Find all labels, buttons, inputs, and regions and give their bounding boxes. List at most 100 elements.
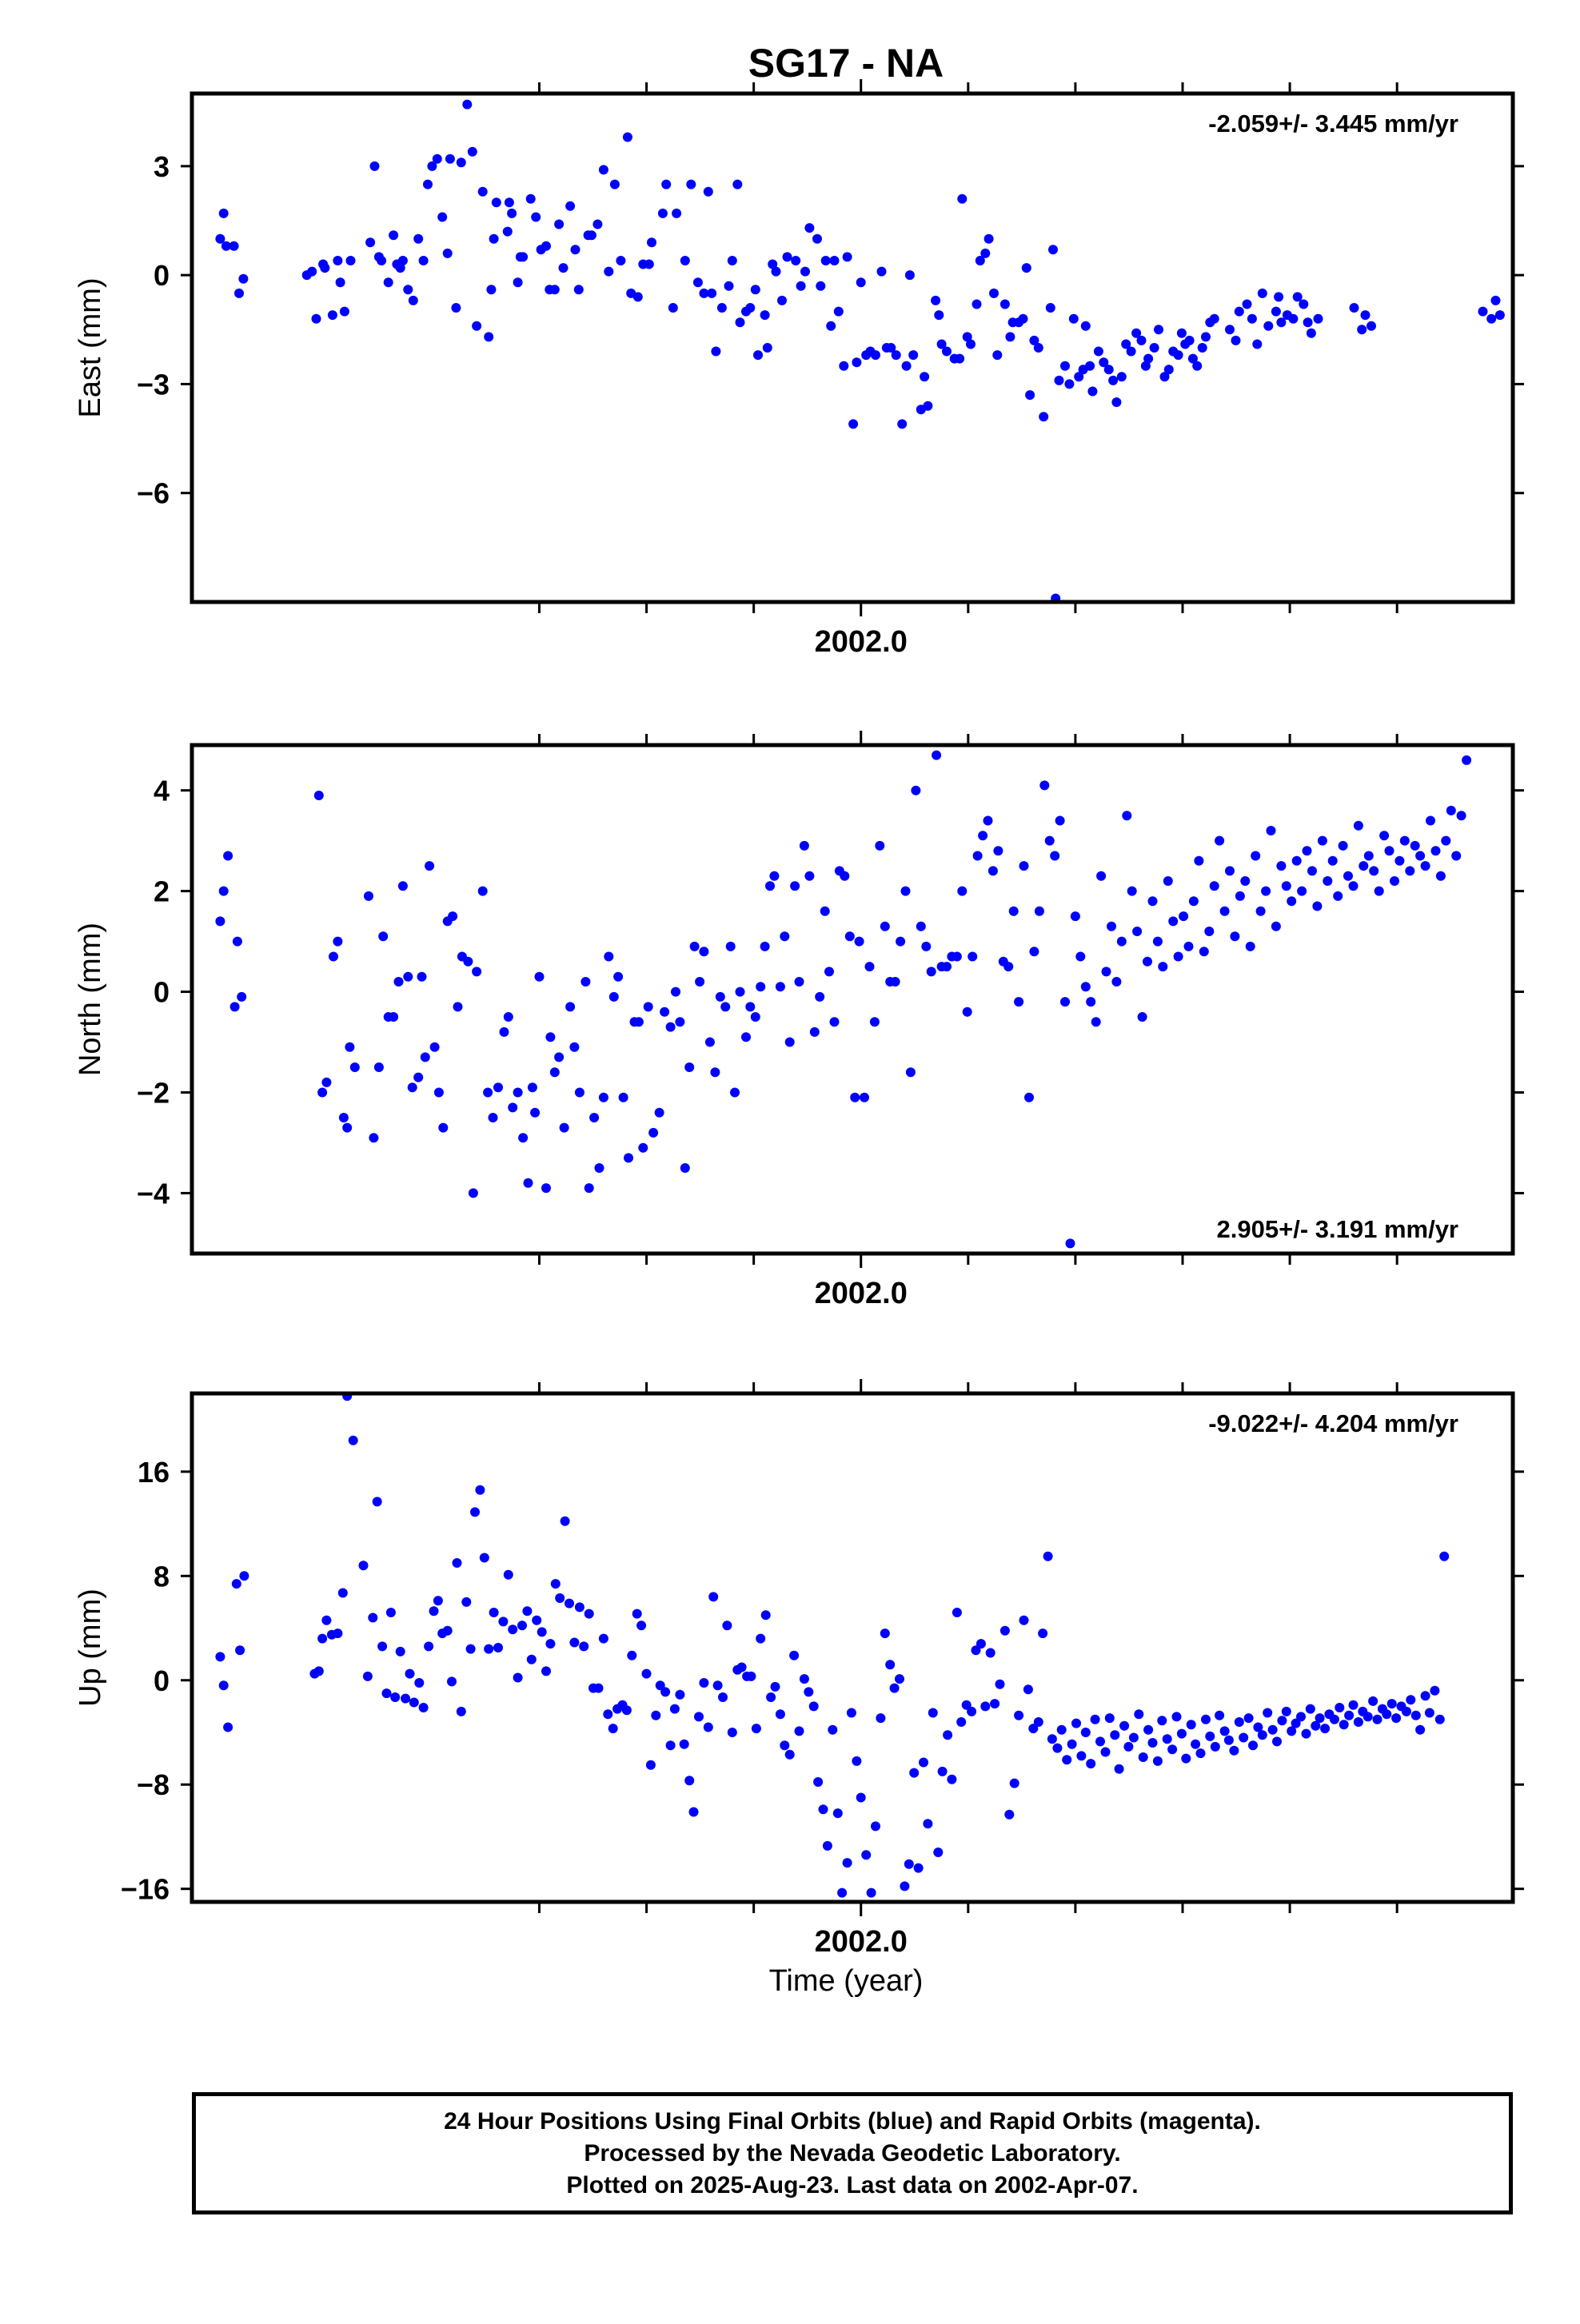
- east-data-point: [549, 285, 560, 295]
- north-data-point: [338, 1113, 349, 1122]
- east-data-point: [1033, 343, 1043, 353]
- north-data-point: [534, 971, 545, 982]
- north-data-point: [1029, 947, 1039, 957]
- up-data-point: [479, 1553, 489, 1563]
- up-data-point: [215, 1652, 225, 1662]
- east-data-point: [218, 208, 229, 218]
- east-data-point: [383, 277, 393, 288]
- up-data-point: [1267, 1724, 1278, 1735]
- north-data-point: [559, 1122, 569, 1133]
- east-data-point: [989, 288, 999, 298]
- up-data-point: [999, 1625, 1010, 1636]
- north-data-point: [1086, 997, 1096, 1007]
- up-data-point: [980, 1701, 991, 1712]
- east-data-point: [1271, 306, 1281, 317]
- north-data-point: [633, 1017, 644, 1027]
- north-ytick-label: 4: [154, 775, 170, 807]
- east-data-point: [1025, 390, 1035, 401]
- up-data-point: [218, 1680, 229, 1691]
- north-data-point: [448, 911, 458, 922]
- east-data-point: [661, 179, 672, 189]
- east-data-point: [1257, 288, 1267, 298]
- up-data-point: [632, 1608, 642, 1619]
- east-data-point: [999, 299, 1010, 309]
- up-data-point: [1205, 1731, 1215, 1741]
- up-data-point: [1296, 1712, 1306, 1722]
- footer-line-1: 24 Hour Positions Using Final Orbits (bl…: [444, 2107, 1261, 2135]
- north-data-point: [1266, 826, 1276, 835]
- up-data-point: [1090, 1714, 1100, 1724]
- up-data-point: [424, 1641, 434, 1652]
- up-points: [215, 1393, 1450, 1898]
- north-data-point: [389, 1012, 399, 1022]
- north-data-point: [932, 750, 942, 760]
- east-data-point: [904, 270, 915, 281]
- east-data-point: [800, 266, 810, 277]
- up-data-point: [405, 1668, 415, 1679]
- east-data-point: [427, 161, 437, 171]
- up-data-point: [813, 1777, 824, 1787]
- north-data-point: [896, 936, 906, 947]
- north-data-point: [594, 1163, 604, 1173]
- up-data-point: [1339, 1720, 1349, 1730]
- up-data-point: [861, 1850, 872, 1860]
- north-data-point: [565, 1002, 576, 1012]
- up-data-point: [372, 1497, 382, 1507]
- north-data-point: [880, 921, 890, 931]
- north-data-point: [829, 1017, 840, 1027]
- north-data-point: [750, 1012, 760, 1022]
- up-data-point: [712, 1680, 723, 1691]
- north-data-point: [503, 1012, 513, 1022]
- up-data-point: [1344, 1710, 1355, 1720]
- east-data-point: [472, 321, 482, 331]
- east-data-point: [456, 157, 466, 168]
- east-data-point: [1159, 372, 1170, 382]
- east-data-point: [221, 241, 231, 251]
- east-data-point: [445, 153, 455, 164]
- north-data-point: [715, 991, 725, 1002]
- east-data-point: [804, 223, 815, 233]
- up-data-point: [1191, 1739, 1201, 1749]
- up-data-point: [313, 1666, 324, 1676]
- east-data-point: [984, 233, 994, 244]
- north-data-point: [608, 991, 619, 1002]
- east-data-point: [856, 277, 866, 288]
- up-data-point: [1215, 1710, 1225, 1720]
- up-data-point: [675, 1689, 685, 1700]
- north-data-point: [869, 1017, 880, 1027]
- up-data-point: [1272, 1736, 1282, 1747]
- east-data-point: [931, 295, 941, 305]
- north-data-point: [1194, 855, 1204, 866]
- east-data-point: [707, 288, 717, 298]
- east-data-point: [1349, 303, 1359, 313]
- east-data-point: [768, 259, 778, 269]
- north-data-point: [926, 967, 936, 977]
- east-data-point: [1018, 313, 1028, 324]
- up-data-point: [1320, 1724, 1331, 1734]
- east-y-axis-label: East (mm): [74, 277, 107, 417]
- east-data-point: [1116, 372, 1127, 382]
- north-data-point: [574, 1087, 585, 1098]
- north-data-point: [1240, 876, 1251, 886]
- up-data-point: [1291, 1718, 1301, 1728]
- up-data-point: [856, 1792, 866, 1803]
- east-data-point: [377, 256, 387, 265]
- up-data-point: [1257, 1730, 1267, 1740]
- north-data-point: [477, 886, 488, 896]
- north-data-point: [1060, 997, 1070, 1007]
- up-data-point: [362, 1671, 373, 1681]
- north-data-point: [850, 1092, 860, 1102]
- east-data-point: [484, 332, 494, 342]
- up-data-point: [1047, 1734, 1057, 1744]
- north-data-point: [1359, 861, 1369, 871]
- east-data-point: [955, 353, 965, 364]
- up-data-point: [1439, 1551, 1450, 1561]
- up-panel: 16 8 0 −8 −16 2002.0 Up (mm) -9.022+/- 4.204 mm…: [74, 1379, 1524, 1959]
- east-data-point: [1005, 332, 1015, 342]
- east-data-point: [732, 179, 743, 189]
- footer-line-3: Plotted on 2025-Aug-23. Last data on 200…: [566, 2171, 1139, 2198]
- north-data-point: [453, 1002, 463, 1012]
- north-data-point: [518, 1133, 529, 1143]
- up-data-point: [1062, 1755, 1072, 1765]
